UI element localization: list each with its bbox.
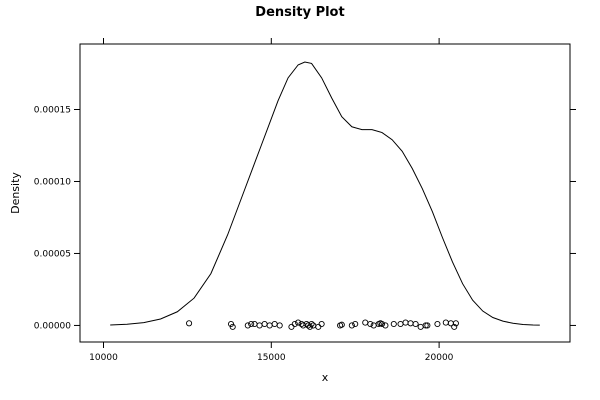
x-tick-label: 20000	[425, 353, 454, 363]
data-point	[186, 320, 193, 327]
data-point	[318, 320, 325, 328]
x-axis-label: x	[322, 371, 329, 384]
data-point	[352, 320, 359, 328]
data-point	[397, 320, 404, 328]
data-point	[315, 323, 322, 330]
data-point	[276, 322, 283, 329]
data-point	[451, 323, 458, 330]
y-tick-label: 0.00000	[34, 321, 71, 331]
data-point	[382, 322, 389, 329]
data-point	[244, 322, 251, 329]
data-point	[229, 323, 236, 330]
data-point	[295, 319, 302, 326]
data-point	[348, 322, 355, 329]
data-point	[417, 323, 424, 330]
data-point	[424, 322, 431, 329]
data-point	[367, 320, 374, 328]
data-point	[370, 322, 377, 329]
x-tick-label: 10000	[89, 353, 118, 363]
data-point	[362, 319, 369, 326]
data-point	[291, 320, 298, 328]
data-point	[378, 320, 386, 328]
data-point	[412, 320, 419, 328]
plot-frame	[79, 43, 571, 343]
data-points	[186, 319, 459, 330]
x-tick-label: 15000	[257, 353, 286, 363]
y-tick-label: 0.00010	[34, 177, 71, 187]
data-point	[271, 320, 278, 328]
data-point	[308, 320, 315, 328]
chart-title: Density Plot	[255, 5, 344, 20]
x-axis: 10000 15000 20000	[89, 38, 454, 363]
data-point	[266, 322, 273, 329]
data-point	[390, 320, 397, 328]
data-point	[452, 320, 459, 327]
data-point	[442, 319, 449, 326]
data-point	[288, 323, 295, 330]
data-point	[338, 321, 345, 328]
data-point	[422, 322, 429, 329]
data-point	[248, 320, 255, 328]
data-point	[251, 320, 258, 328]
data-point	[256, 322, 263, 329]
data-point	[261, 320, 268, 328]
density-curve	[110, 61, 540, 326]
y-tick-label: 0.00015	[34, 106, 71, 116]
y-axis: 0.00000 0.00005 0.00010 0.00015	[34, 106, 576, 331]
y-axis-label: Density	[9, 172, 22, 214]
data-point	[407, 320, 414, 327]
y-tick-label: 0.00005	[34, 249, 71, 259]
data-point	[402, 319, 409, 326]
data-point	[434, 320, 441, 328]
